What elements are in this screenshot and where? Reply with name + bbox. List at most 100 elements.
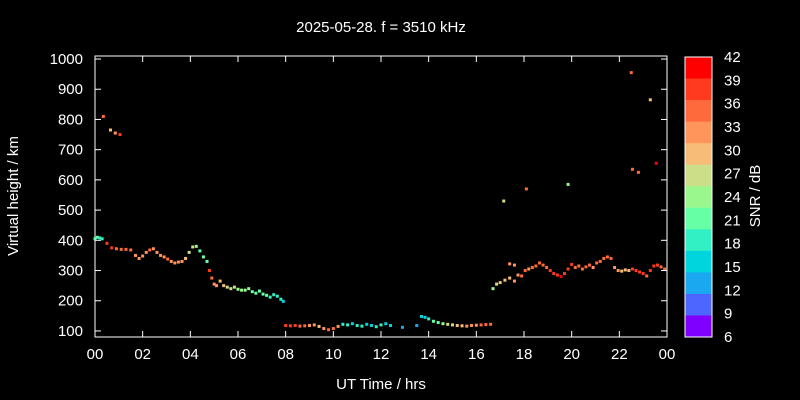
data-point	[455, 324, 459, 328]
data-point	[341, 322, 345, 326]
x-tick-label: 12	[373, 346, 390, 363]
x-axis: 00 02 04 06 08 10 12 14 16 18 20 22 00	[87, 56, 676, 363]
y-axis: 100 200 300 400 500 600 700 800 900 1000	[50, 51, 667, 340]
data-point	[648, 98, 652, 102]
data-point	[465, 324, 469, 328]
x-tick-label: 20	[563, 346, 580, 363]
x-tick-label: 00	[659, 346, 676, 363]
data-point	[602, 256, 606, 260]
data-point	[272, 293, 276, 297]
data-point	[384, 322, 388, 326]
data-point	[584, 265, 588, 269]
x-tick-label: 04	[182, 346, 199, 363]
data-point	[93, 237, 97, 241]
data-point	[523, 269, 527, 273]
data-point	[137, 256, 141, 260]
data-point	[236, 287, 240, 291]
data-point	[101, 114, 105, 118]
data-point	[336, 324, 340, 328]
data-point	[187, 250, 191, 254]
x-tick-label: 02	[134, 346, 151, 363]
data-point	[654, 161, 658, 165]
data-point	[620, 269, 624, 273]
data-point	[580, 267, 584, 271]
data-point	[524, 187, 528, 191]
data-point	[225, 285, 229, 289]
data-point	[641, 272, 645, 276]
data-point	[634, 269, 638, 273]
data-point	[173, 261, 177, 265]
data-point	[243, 288, 247, 292]
colorbar-segment	[685, 293, 712, 316]
data-point	[431, 319, 435, 323]
colorbar-segment	[685, 229, 712, 252]
data-point	[491, 287, 495, 291]
data-point	[379, 323, 383, 327]
data-point	[312, 323, 316, 327]
colorbar-frame	[684, 56, 713, 338]
data-point	[512, 263, 516, 267]
data-point	[446, 322, 450, 326]
data-point	[119, 247, 123, 251]
colorbar-segment	[685, 164, 712, 187]
y-tick-label: 200	[58, 293, 83, 310]
data-point	[268, 295, 272, 299]
data-point	[201, 255, 205, 259]
y-tick-label: 800	[58, 111, 83, 128]
y-tick-label: 700	[58, 142, 83, 159]
data-point	[474, 323, 478, 327]
data-point	[317, 324, 321, 328]
data-point	[570, 262, 574, 266]
data-point	[512, 279, 516, 283]
y-tick-label: 400	[58, 232, 83, 249]
colorbar-label: SNR / dB	[747, 165, 764, 228]
y-tick-label: 1000	[50, 51, 83, 68]
data-point	[374, 325, 378, 329]
colorbar-segment	[685, 100, 712, 123]
colorbar-tick-label: 39	[724, 72, 741, 89]
y-tick-label: 300	[58, 263, 83, 280]
data-point	[194, 244, 198, 248]
data-point	[616, 269, 620, 273]
data-point	[613, 266, 617, 270]
data-point	[645, 274, 649, 278]
colorbar-tick-label: 12	[724, 282, 741, 299]
data-point	[636, 170, 640, 174]
data-point	[303, 324, 307, 328]
data-point	[441, 322, 445, 326]
data-point	[155, 250, 159, 254]
colorbar-segment	[685, 315, 712, 338]
y-tick-label: 900	[58, 81, 83, 98]
data-point	[423, 315, 427, 319]
colorbar-segment	[685, 121, 712, 144]
colorbar-tick-label: 9	[724, 306, 732, 323]
data-point	[261, 292, 265, 296]
x-tick-label: 00	[87, 346, 104, 363]
data-point	[630, 167, 634, 171]
colorbar-segment	[685, 207, 712, 230]
colorbar-segment	[685, 186, 712, 209]
data-point	[180, 259, 184, 263]
data-point	[176, 260, 180, 264]
data-point	[218, 279, 222, 283]
data-point	[144, 250, 148, 254]
data-point	[254, 291, 258, 295]
y-tick-label: 600	[58, 172, 83, 189]
data-point	[516, 273, 520, 277]
data-point	[508, 262, 512, 266]
data-point	[630, 267, 634, 271]
data-point	[627, 269, 631, 273]
data-point	[638, 270, 642, 274]
colorbar-segment	[685, 57, 712, 80]
data-point	[545, 266, 549, 270]
data-point	[198, 249, 202, 253]
data-point	[232, 285, 236, 289]
colorbar-tick-label: 42	[724, 49, 741, 66]
data-point	[495, 282, 499, 286]
data-point	[605, 255, 609, 259]
data-point	[530, 266, 534, 270]
data-point	[184, 256, 188, 260]
data-point	[327, 328, 331, 332]
data-point	[498, 281, 502, 285]
